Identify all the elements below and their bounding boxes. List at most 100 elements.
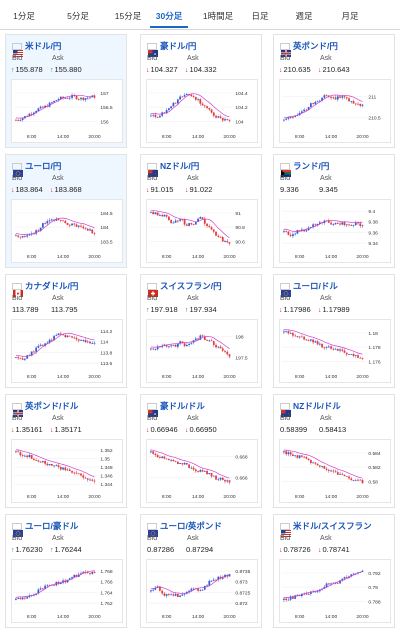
- card-title[interactable]: 英ポンド/ドル: [12, 400, 78, 417]
- currency-card[interactable]: ユーロ/豪ドル Bid Ask ↑1.76230 ↑1.76244 1.768 1.766 1…: [5, 514, 127, 628]
- mini-candle-chart[interactable]: 114.2 114 113.8 113.6 8:00 14:00 20:00: [11, 319, 123, 383]
- x-tick-label: 14:00: [325, 614, 338, 620]
- card-title[interactable]: NZドル/ドル: [280, 400, 341, 417]
- currency-card[interactable]: 米ドル/円 Bid Ask ↑155.878 ↑155.880 157 156.5 156 8:…: [5, 34, 127, 148]
- tab-4[interactable]: 30分足: [150, 4, 188, 28]
- pair-name: カナダドル/円: [25, 281, 79, 291]
- currency-card[interactable]: ユーロ/ドル Bid Ask ↓1.17986 ↓1.17989 1.18 1.178 1.1…: [273, 274, 395, 388]
- bid-value: ↓183.864: [11, 185, 43, 194]
- y-tick-label: 0.792: [368, 571, 381, 577]
- tab-6[interactable]: 日足: [251, 11, 269, 21]
- card-title[interactable]: 豪ドル/円: [147, 40, 196, 57]
- pair-name: ユーロ/豪ドル: [25, 521, 79, 531]
- flag-icon: [280, 402, 291, 417]
- mini-candle-chart[interactable]: 157 156.5 156 8:00 14:00 20:00: [11, 79, 123, 143]
- x-tick-label: 20:00: [88, 614, 101, 620]
- y-tick-label: 184: [100, 225, 108, 231]
- card-title[interactable]: ランド/円: [280, 160, 329, 177]
- ask-number: 0.87294: [186, 545, 214, 554]
- y-tick-label: 9.36: [368, 230, 378, 236]
- flag-icon: [12, 282, 23, 297]
- card-title[interactable]: ユーロ/英ポンド: [147, 520, 222, 537]
- mini-candle-chart[interactable]: 1.18 1.178 1.176 8:00 14:00 20:00: [279, 319, 391, 383]
- direction-arrow-icon: ↑: [50, 547, 54, 554]
- x-tick-label: 20:00: [88, 374, 101, 380]
- currency-card[interactable]: スイスフラン/円 Bid Ask ↑197.918 ↑197.934 198 197.5 8:…: [140, 274, 262, 388]
- card-title[interactable]: スイスフラン/円: [147, 280, 222, 297]
- x-tick-label: 8:00: [162, 134, 172, 140]
- currency-card[interactable]: 英ポンド/円 Bid Ask ↓210.635 ↓210.643 211 210.5 8:00…: [273, 34, 395, 148]
- card-title[interactable]: カナダドル/円: [12, 280, 79, 297]
- currency-card[interactable]: ユーロ/円 Bid Ask ↓183.864 ↓183.868 184.5 184 183.5…: [5, 154, 127, 268]
- pair-name: 米ドル/円: [25, 41, 62, 51]
- timeframe-tabs: 1分足 5分足 15分足 30分足 1時間足 日足 週足 月足: [0, 0, 400, 30]
- y-tick-label: 157: [100, 91, 108, 97]
- mini-candle-chart[interactable]: 104.4 104.2 104 8:00 14:00 20:00: [146, 79, 258, 143]
- currency-card[interactable]: ランド/円 Bid Ask 9.336 9.345 9.4 9.38 9.36 9.34 8:00…: [273, 154, 395, 268]
- tab-7[interactable]: 週足: [295, 11, 313, 21]
- card-title[interactable]: ユーロ/ドル: [280, 280, 338, 297]
- currency-card[interactable]: NZドル/円 Bid Ask ↓91.015 ↓91.022 91 90.8 90.6 8:00…: [140, 154, 262, 268]
- card-title[interactable]: NZドル/円: [147, 160, 199, 177]
- mini-candle-chart[interactable]: 211 210.5 8:00 14:00 20:00: [279, 79, 391, 143]
- y-tick-label: 210.5: [368, 116, 381, 122]
- currency-card[interactable]: ユーロ/英ポンド Bid Ask 0.87286 0.87294 0.8735 0.873 0…: [140, 514, 262, 628]
- currency-card[interactable]: NZドル/ドル Bid Ask 0.58399 0.58413 0.584 0.582 0.5…: [273, 394, 395, 508]
- card-title[interactable]: ユーロ/円: [12, 160, 61, 177]
- bid-label: Bid: [147, 295, 158, 302]
- mini-candle-chart[interactable]: 91 90.8 90.6 8:00 14:00 20:00: [146, 199, 258, 263]
- direction-arrow-icon: ↓: [185, 187, 189, 194]
- bid-number: 0.66946: [150, 425, 178, 434]
- mini-candle-chart[interactable]: 198 197.5 8:00 14:00 20:00: [146, 319, 258, 383]
- mini-candle-chart[interactable]: 1.352 1.35 1.348 1.346 1.344 8:00 14:00 20:00: [11, 439, 123, 503]
- x-tick-label: 8:00: [162, 614, 172, 620]
- card-title[interactable]: ユーロ/豪ドル: [12, 520, 79, 537]
- x-tick-label: 14:00: [192, 374, 205, 380]
- bid-number: 104.327: [150, 65, 178, 74]
- y-tick-label: 1.35: [100, 457, 110, 463]
- ask-value: 0.87294: [185, 545, 213, 554]
- x-tick-label: 20:00: [223, 254, 236, 260]
- mini-candle-chart[interactable]: 0.584 0.582 0.58 8:00 14:00 20:00: [279, 439, 391, 503]
- y-tick-label: 1.768: [100, 569, 113, 575]
- mini-candle-chart[interactable]: 0.8735 0.873 0.8725 0.872 8:00 14:00 20:00: [146, 559, 258, 623]
- tab-1[interactable]: 1分足: [13, 11, 35, 21]
- x-tick-label: 20:00: [223, 614, 236, 620]
- ask-label: Ask: [320, 55, 332, 62]
- mini-candle-chart[interactable]: 0.792 0.79 0.788 8:00 14:00 20:00: [279, 559, 391, 623]
- currency-card[interactable]: 豪ドル/円 Bid Ask ↓104.327 ↓104.332 104.4 104.2 104…: [140, 34, 262, 148]
- card-title[interactable]: 英ポンド/円: [280, 40, 338, 57]
- bid-number: 0.87286: [147, 545, 175, 554]
- bid-value: 9.336: [279, 185, 299, 194]
- y-tick-label: 0.872: [235, 601, 248, 607]
- ask-label: Ask: [320, 295, 332, 302]
- ask-value: ↑197.934: [185, 305, 217, 314]
- currency-card[interactable]: 米ドル/スイスフラン Bid Ask ↓0.78726 ↓0.78741 0.792 0.7…: [273, 514, 395, 628]
- x-tick-label: 20:00: [223, 494, 236, 500]
- card-title[interactable]: 米ドル/円: [12, 40, 62, 57]
- mini-candle-chart[interactable]: 0.668 0.666 8:00 14:00 20:00: [146, 439, 258, 503]
- y-tick-label: 183.5: [100, 239, 113, 245]
- card-title[interactable]: 米ドル/スイスフラン: [280, 520, 372, 537]
- x-tick-label: 14:00: [57, 374, 70, 380]
- card-title[interactable]: 豪ドル/ドル: [147, 400, 205, 417]
- y-tick-label: 0.873: [235, 580, 248, 586]
- currency-card[interactable]: 豪ドル/ドル Bid Ask ↓0.66946 ↓0.66950 0.668 0.666 8:…: [140, 394, 262, 508]
- mini-candle-chart[interactable]: 1.768 1.766 1.764 1.762 8:00 14:00 20:00: [11, 559, 123, 623]
- bid-number: 155.878: [15, 65, 43, 74]
- direction-arrow-icon: ↑: [185, 307, 189, 314]
- y-tick-label: 1.352: [100, 448, 113, 454]
- tab-3[interactable]: 15分足: [114, 11, 142, 21]
- ask-number: 1.76244: [54, 545, 82, 554]
- currency-card[interactable]: カナダドル/円 Bid Ask 113.789 113.795 114.2 114 113.8…: [5, 274, 127, 388]
- mini-candle-chart[interactable]: 184.5 184 183.5 8:00 14:00 20:00: [11, 199, 123, 263]
- currency-card[interactable]: 英ポンド/ドル Bid Ask ↓1.35161 ↓1.35171 1.352 1.35 1.…: [5, 394, 127, 508]
- direction-arrow-icon: ↓: [318, 307, 322, 314]
- mini-candle-chart[interactable]: 9.4 9.38 9.36 9.34 8:00 14:00 20:00: [279, 199, 391, 263]
- tab-8[interactable]: 月足: [341, 11, 359, 21]
- ask-number: 0.78741: [322, 545, 350, 554]
- ask-label: Ask: [320, 535, 332, 542]
- tab-2[interactable]: 5分足: [67, 11, 89, 21]
- bid-number: 197.918: [150, 305, 178, 314]
- tab-5[interactable]: 1時間足: [202, 11, 234, 21]
